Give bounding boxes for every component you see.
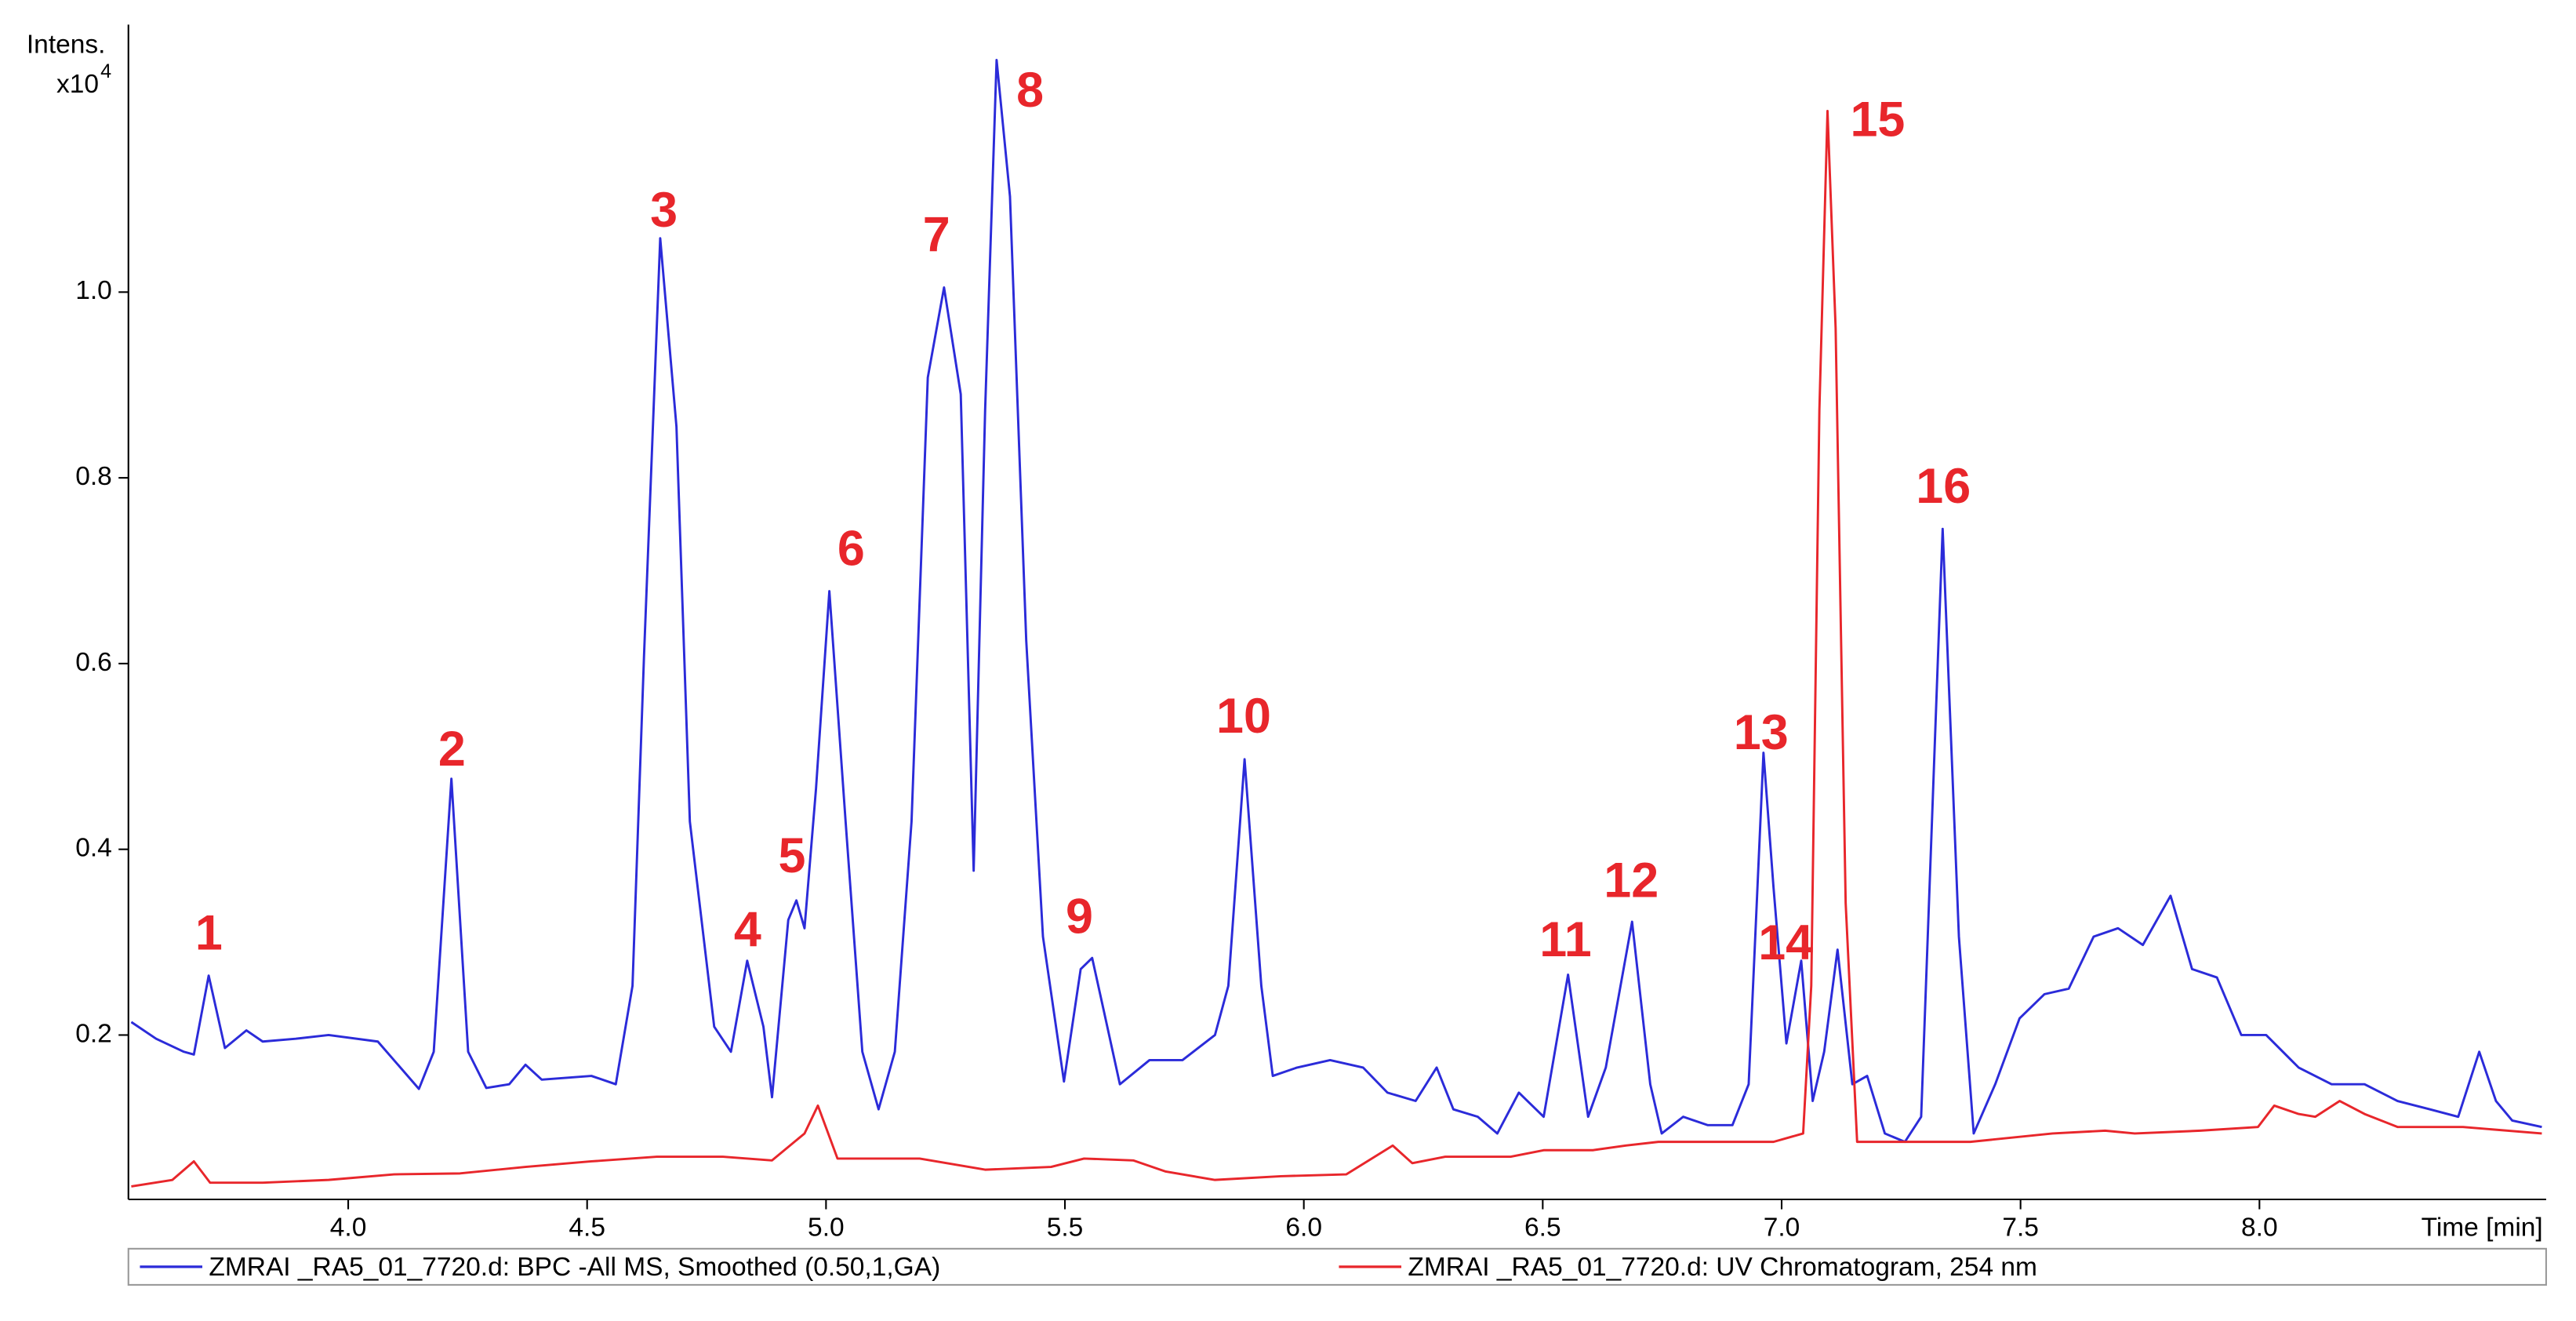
y-axis-label: Intens. (27, 31, 106, 60)
x-tick-label: 6.5 (1524, 1214, 1561, 1243)
x-tick-label: 4.0 (330, 1214, 367, 1243)
peak-label: 15 (1850, 93, 1905, 147)
peak-label: 5 (778, 828, 805, 883)
peak-label: 1 (195, 905, 223, 960)
y-axis-multiplier: x10 (56, 70, 99, 99)
x-tick-label: 6.0 (1285, 1214, 1322, 1243)
peak-label: 2 (438, 722, 466, 777)
legend-label: ZMRAI _RA5_01_7720.d: BPC -All MS, Smoot… (209, 1253, 940, 1282)
series-line (130, 58, 2542, 1144)
series-line (131, 110, 2542, 1188)
legend-box (127, 1247, 2547, 1286)
y-tick-label: 0.2 (75, 1019, 112, 1048)
peak-label: 14 (1758, 915, 1813, 970)
peak-label: 8 (1016, 63, 1044, 118)
y-tick-label: 1.0 (75, 276, 112, 305)
peak-label: 16 (1916, 459, 1971, 514)
peak-label: 9 (1066, 890, 1093, 944)
peak-label: 12 (1604, 853, 1659, 908)
x-tick-label: 5.0 (808, 1214, 845, 1243)
peak-label: 4 (734, 902, 761, 957)
y-axis-exponent: 4 (100, 60, 111, 82)
y-tick-label: 0.4 (75, 834, 112, 863)
y-tick-label: 0.6 (75, 648, 112, 677)
x-tick-label: 7.5 (2002, 1214, 2039, 1243)
x-tick-label: 4.5 (569, 1214, 605, 1243)
x-tick-label: 8.0 (2241, 1214, 2278, 1243)
x-axis-label: Time [min] (2422, 1214, 2543, 1243)
peak-label: 3 (650, 183, 678, 238)
peak-label: 6 (837, 521, 865, 576)
peak-label: 7 (923, 207, 950, 262)
y-tick-label: 0.8 (75, 462, 112, 491)
peak-label: 13 (1734, 705, 1789, 760)
peak-label: 10 (1216, 689, 1271, 744)
peak-label: 11 (1539, 912, 1591, 967)
legend-label: ZMRAI _RA5_01_7720.d: UV Chromatogram, 2… (1408, 1253, 2037, 1282)
x-tick-label: 7.0 (1764, 1214, 1800, 1243)
x-tick-label: 5.5 (1047, 1214, 1084, 1243)
